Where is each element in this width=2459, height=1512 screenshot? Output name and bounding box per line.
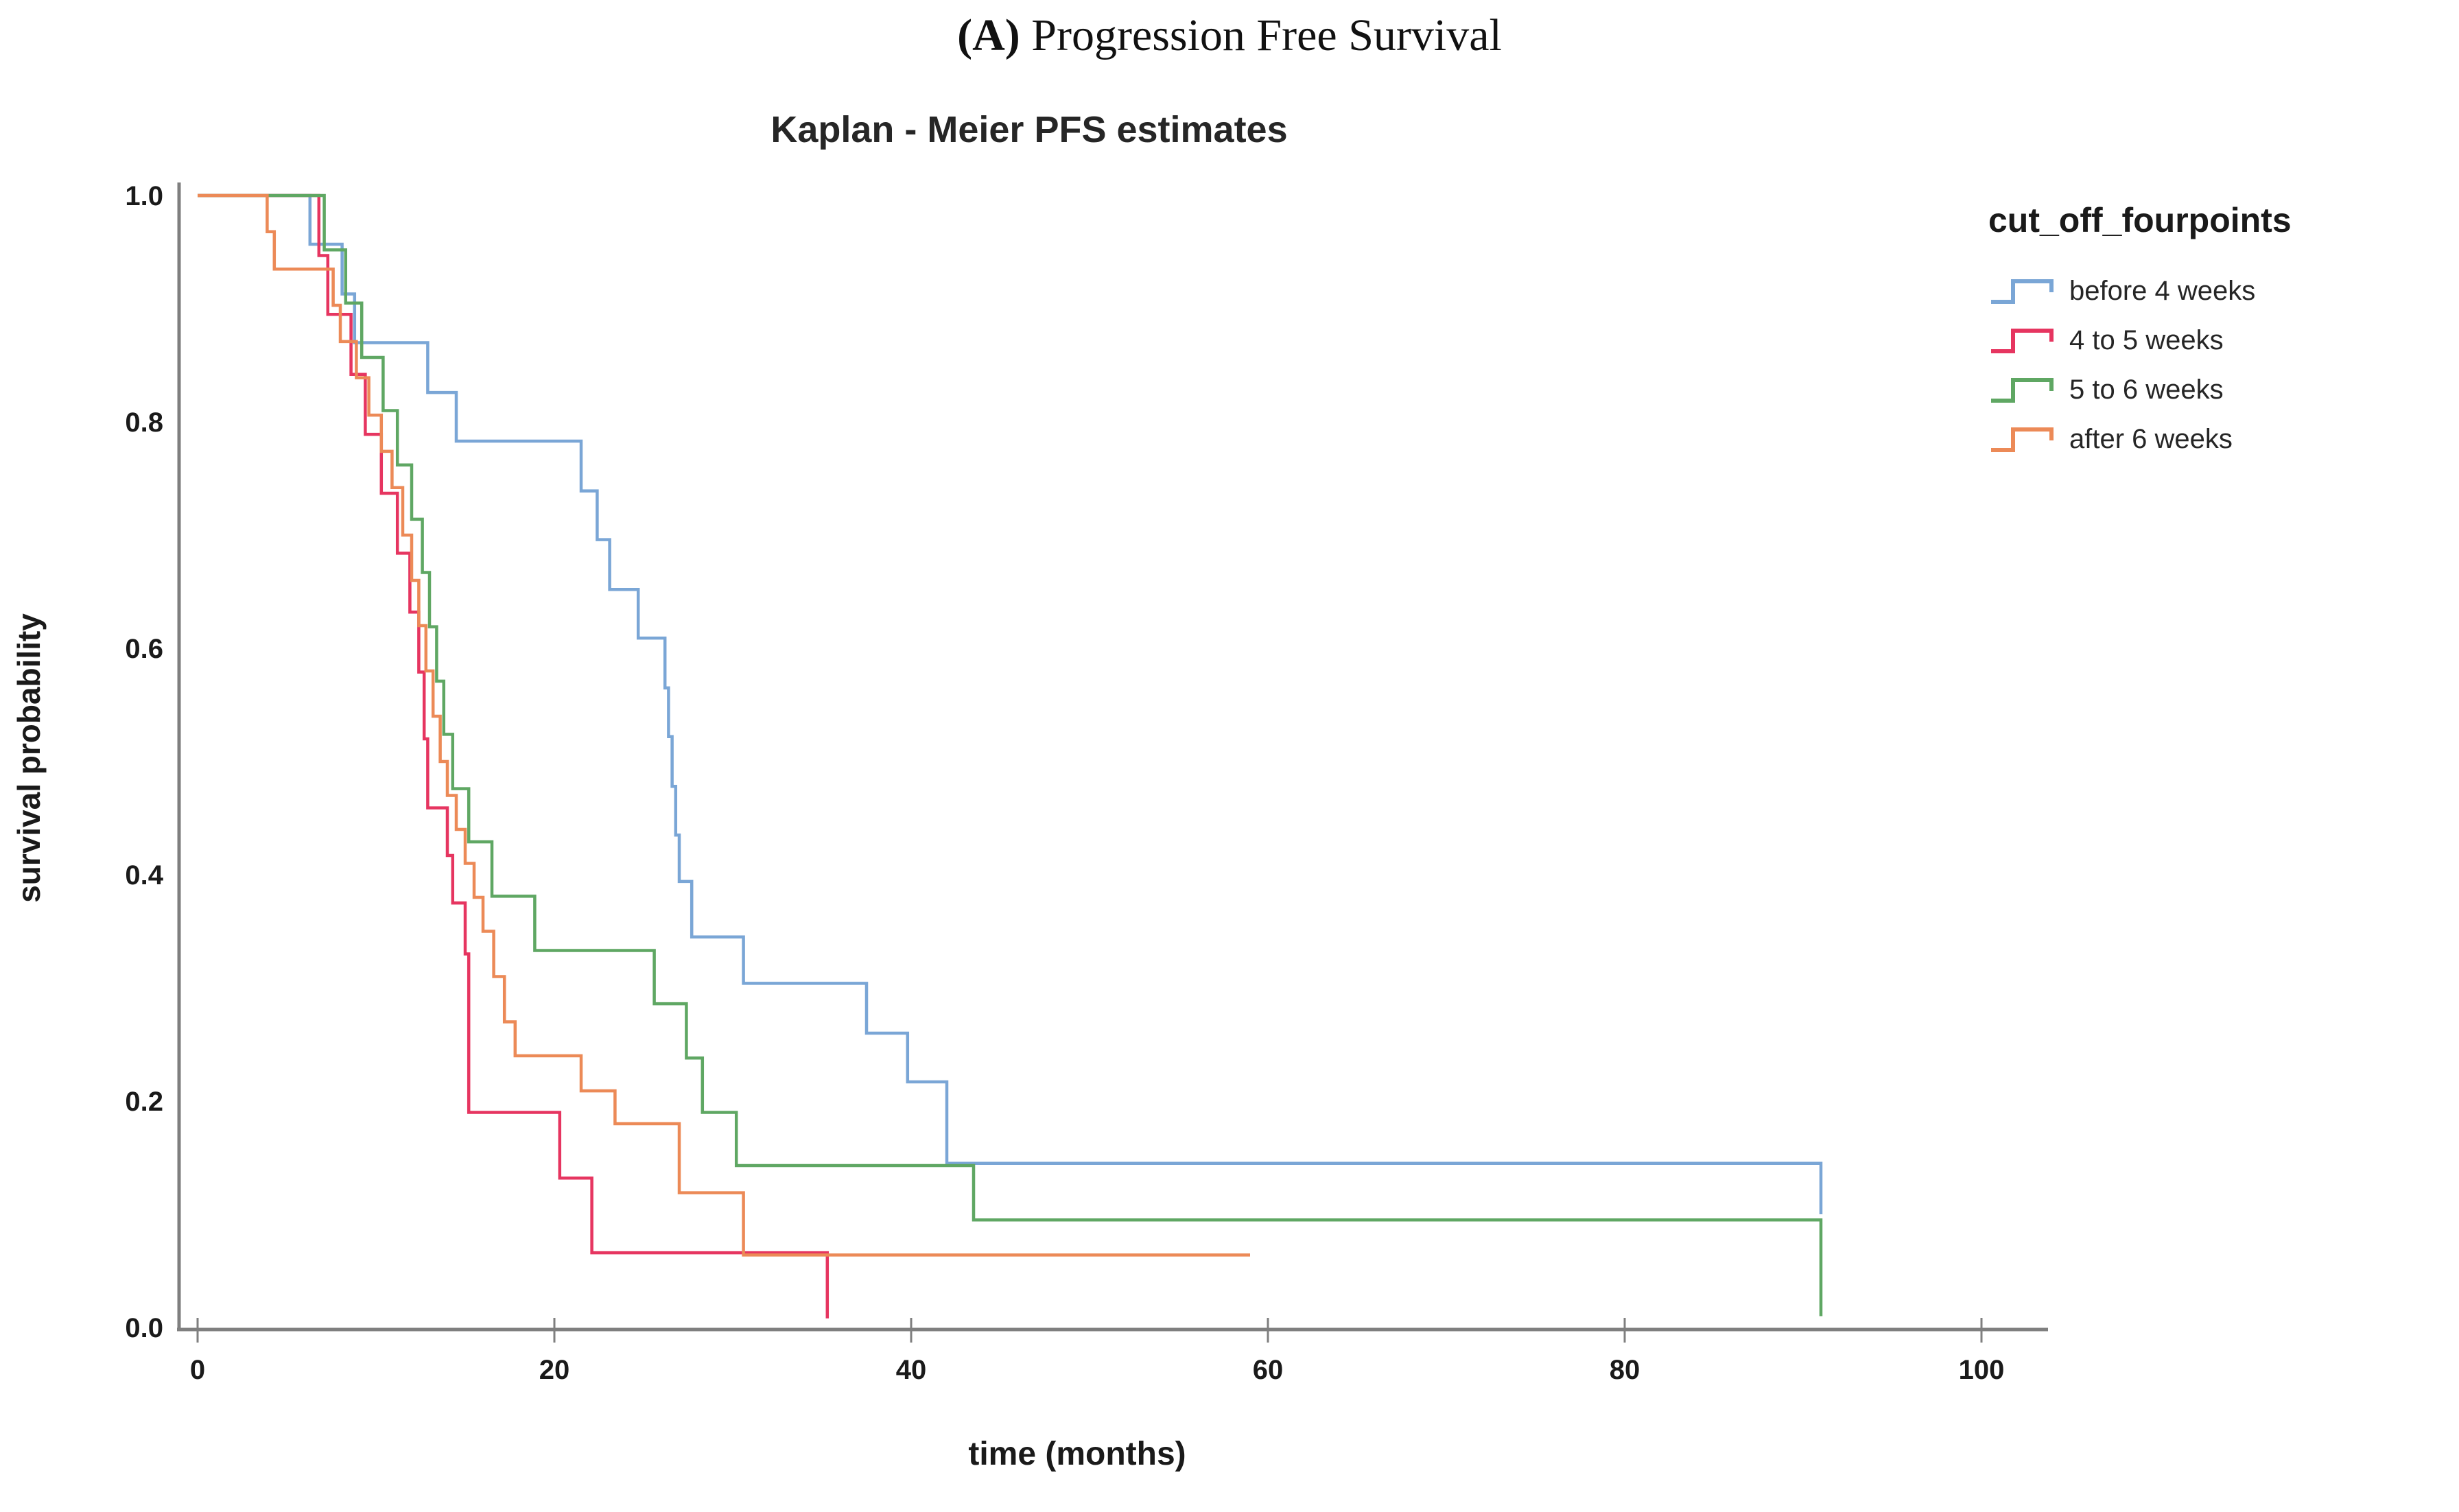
- figure-title-prefix: (A): [957, 10, 1020, 60]
- figure-title: (A) Progression Free Survival: [0, 10, 2459, 62]
- km-curve-before-4-weeks: [198, 193, 1823, 1214]
- legend-item-after-6-weeks: after 6 weeks: [1988, 414, 2455, 464]
- step-line-icon: [1991, 329, 2054, 353]
- legend: cut_off_fourpoints before 4 weeks 4 to 5…: [1988, 200, 2455, 464]
- y-axis-label: survival probability: [11, 613, 47, 903]
- y-tick-label: 0.2: [125, 1087, 163, 1117]
- chart-title: Kaplan - Meier PFS estimates: [770, 109, 1288, 150]
- step-line-icon: [1991, 427, 2054, 452]
- x-tick-label: 40: [896, 1355, 927, 1385]
- km-curve-after-6-weeks: [198, 193, 1250, 1257]
- legend-item-before-4-weeks: before 4 weeks: [1988, 266, 2455, 316]
- y-tick-label: 0.6: [125, 634, 163, 664]
- legend-item-label: after 6 weeks: [2069, 423, 2233, 454]
- y-tick-label: 0.0: [125, 1313, 163, 1343]
- legend-item-label: 4 to 5 weeks: [2069, 324, 2224, 355]
- x-tick-label: 80: [1610, 1355, 1640, 1385]
- legend-item-label: before 4 weeks: [2069, 275, 2256, 306]
- x-tick-label: 60: [1253, 1355, 1284, 1385]
- x-tick-label: 100: [1959, 1355, 2005, 1385]
- x-tick-label: 0: [190, 1355, 205, 1385]
- legend-item-5-to-6-weeks: 5 to 6 weeks: [1988, 365, 2455, 414]
- legend-item-label: 5 to 6 weeks: [2069, 374, 2224, 405]
- legend-title: cut_off_fourpoints: [1988, 201, 2292, 239]
- x-axis-label: time (months): [968, 1436, 1186, 1472]
- legend-item-4-to-5-weeks: 4 to 5 weeks: [1988, 316, 2455, 365]
- y-tick-label: 1.0: [125, 181, 163, 211]
- y-tick-label: 0.4: [125, 860, 163, 890]
- km-curve-4-to-5-weeks: [198, 193, 830, 1319]
- step-line-icon: [1991, 378, 2054, 403]
- x-tick-label: 20: [539, 1355, 570, 1385]
- step-line-icon: [1991, 279, 2054, 304]
- figure-title-text: Progression Free Survival: [1020, 10, 1502, 60]
- y-tick-label: 0.8: [125, 407, 163, 438]
- km-curve-5-to-6-weeks: [198, 193, 1823, 1316]
